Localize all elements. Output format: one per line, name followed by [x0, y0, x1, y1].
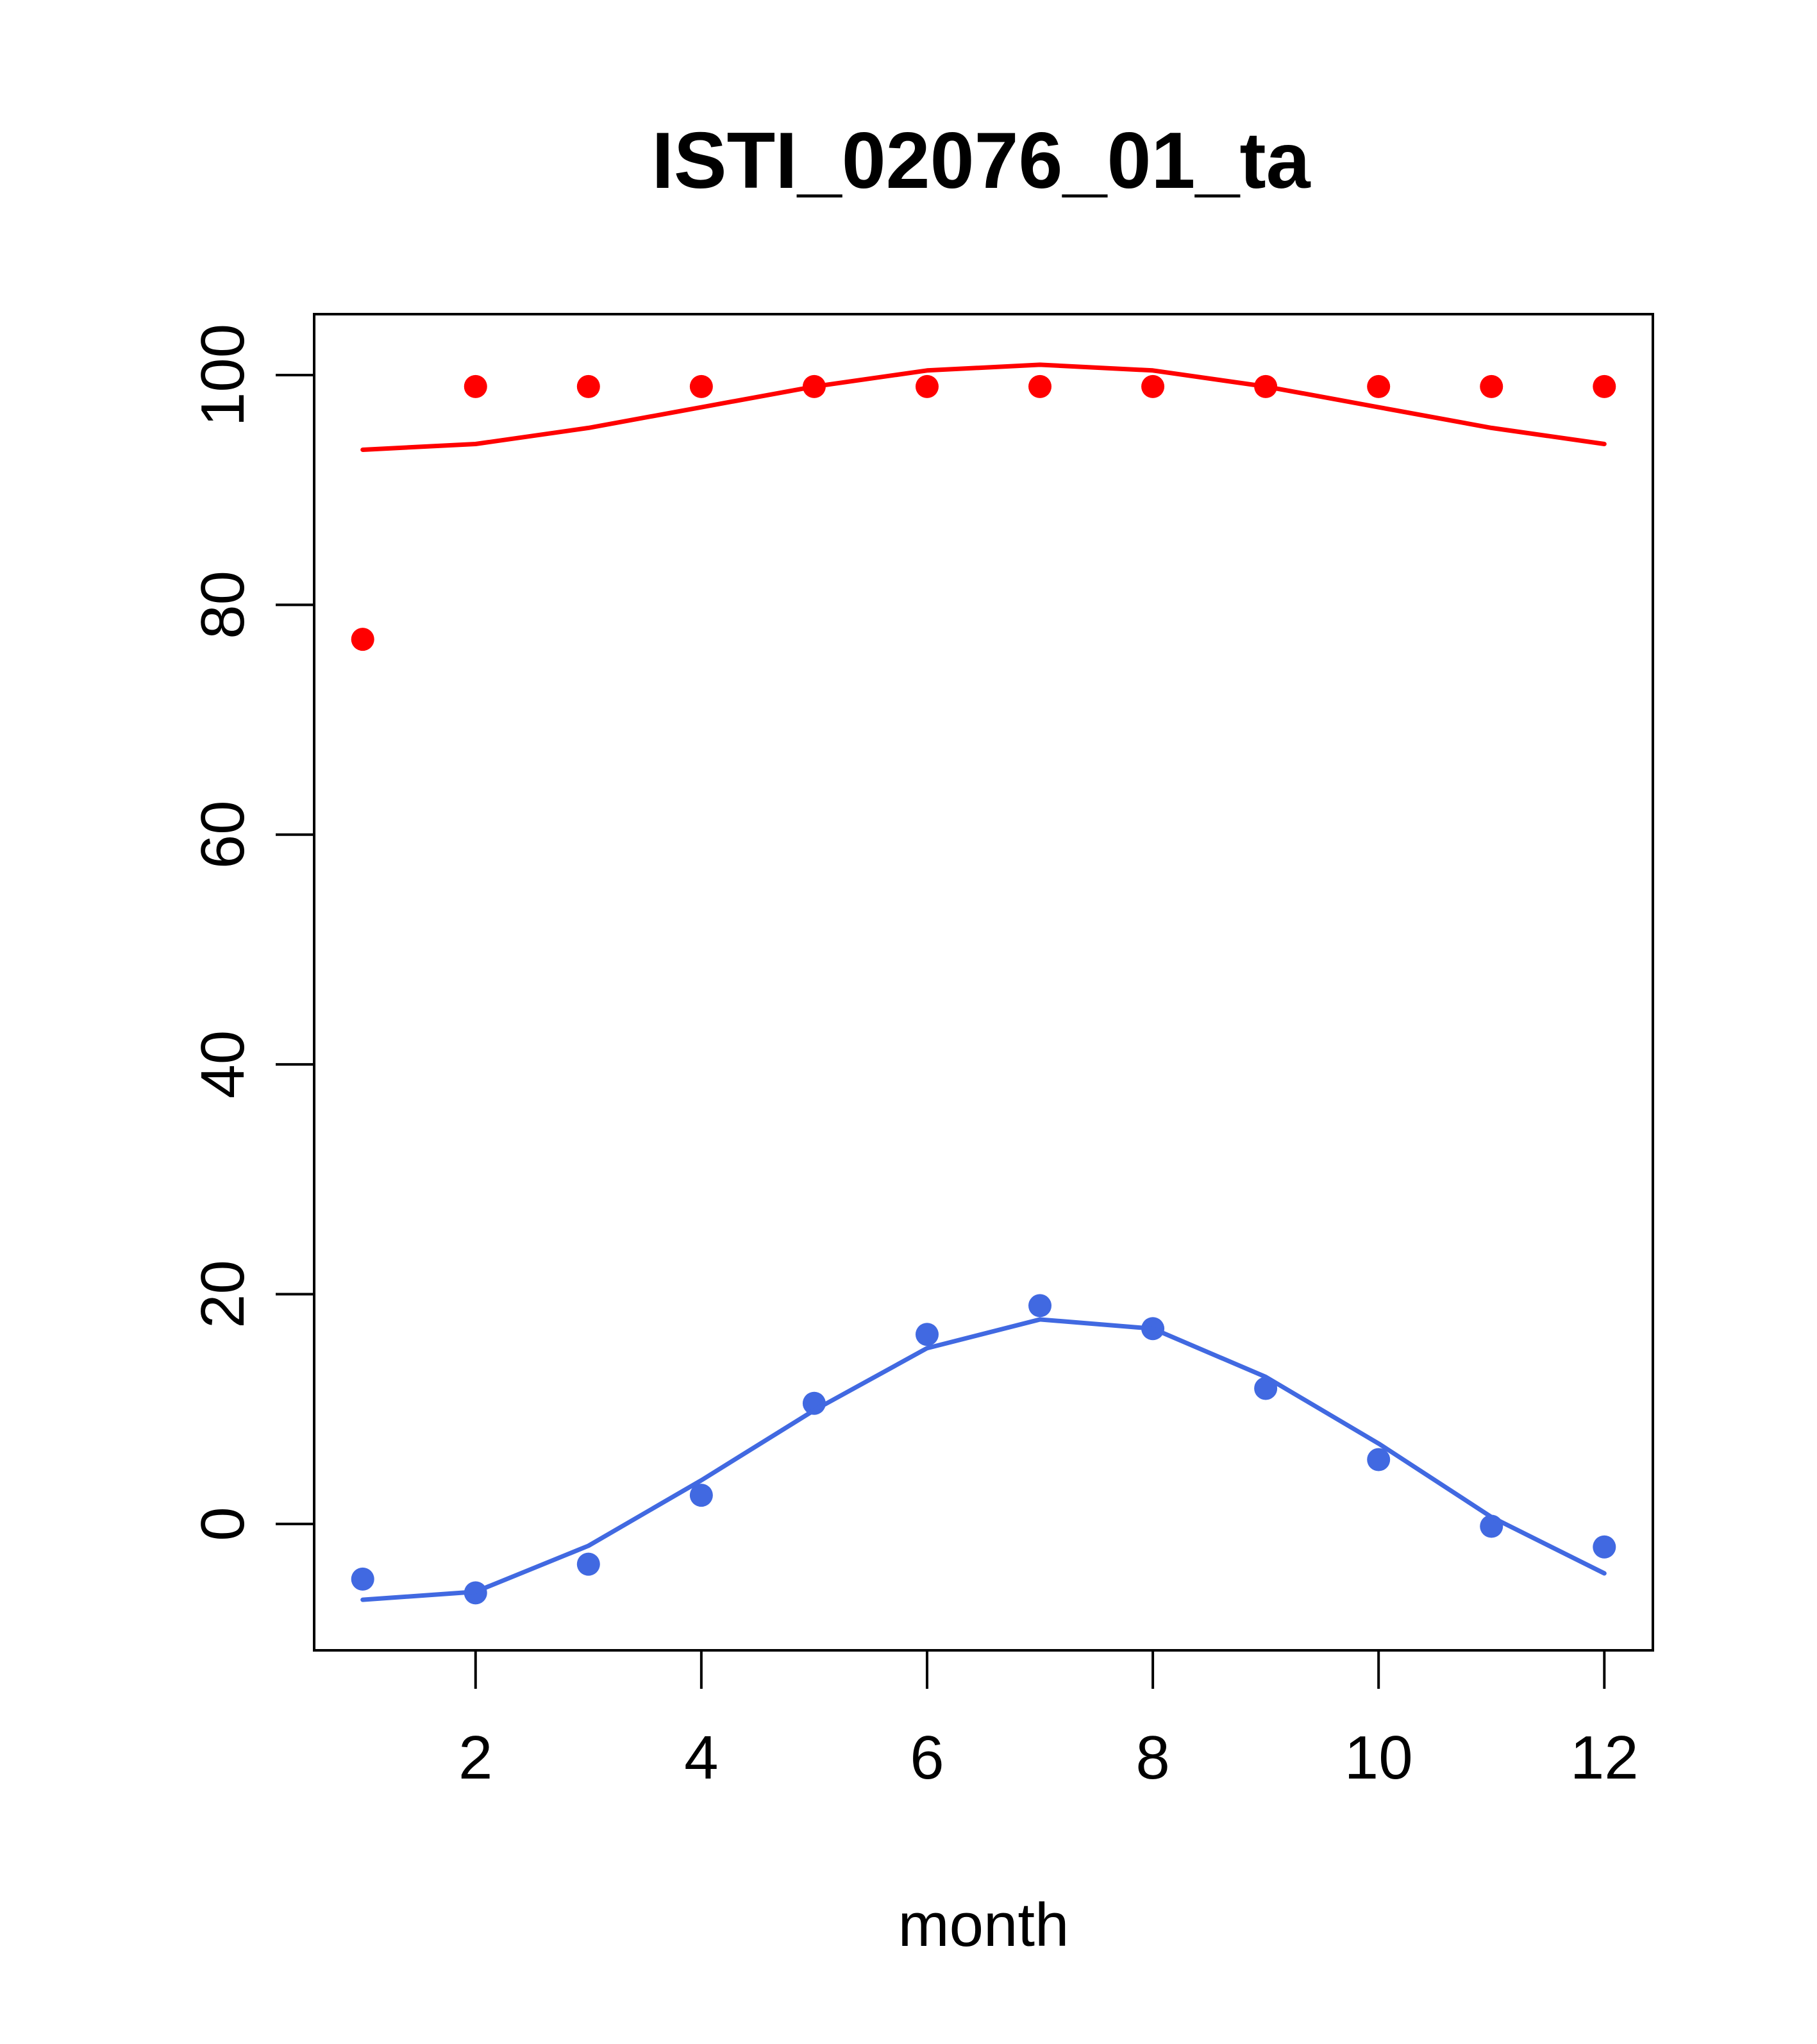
upper-points-point	[915, 374, 939, 398]
y-tick-label: 20	[188, 1260, 257, 1328]
x-tick-label: 6	[910, 1723, 944, 1792]
upper-line-path	[360, 362, 1607, 452]
upper-points-point	[1367, 374, 1391, 398]
upper-points-point	[576, 374, 600, 398]
lower-points-point	[1028, 1294, 1052, 1318]
upper-points-point	[1593, 374, 1616, 398]
x-tick-label: 2	[458, 1723, 492, 1792]
x-axis-label: month	[898, 1891, 1069, 1959]
series-lower-points	[351, 1294, 1616, 1605]
lower-points-point	[915, 1323, 939, 1346]
upper-points-point	[689, 374, 713, 398]
x-tick-label: 4	[684, 1723, 718, 1792]
series-lower-line	[360, 1317, 1607, 1602]
series-upper-points	[351, 374, 1616, 651]
y-axis: 0 20 40 60 80 100	[188, 324, 315, 1541]
upper-points-point	[464, 374, 487, 398]
lower-points-point	[689, 1484, 713, 1507]
x-axis: 2 4 6 8 10 12	[458, 1649, 1639, 1792]
upper-points-point	[351, 628, 374, 651]
y-tick-label: 60	[188, 800, 257, 869]
lower-points-point	[1367, 1448, 1391, 1471]
upper-points-point	[1480, 374, 1503, 398]
y-tick-label: 100	[188, 324, 257, 426]
x-tick-label: 12	[1570, 1723, 1639, 1792]
y-tick-label: 80	[188, 571, 257, 639]
lower-points-point	[351, 1567, 374, 1591]
lower-points-point	[1593, 1535, 1616, 1559]
x-tick-label: 8	[1135, 1723, 1169, 1792]
upper-points-point	[1141, 374, 1165, 398]
chart-title: ISTI_02076_01_ta	[651, 117, 1310, 205]
y-tick-label: 40	[188, 1030, 257, 1099]
upper-points-point	[1028, 374, 1052, 398]
plot-frame	[313, 313, 1654, 1652]
y-tick-label: 0	[188, 1507, 257, 1541]
lower-points-point	[576, 1552, 600, 1576]
series-upper-line	[360, 362, 1607, 452]
lower-line-path	[360, 1317, 1607, 1602]
series-layer	[351, 362, 1616, 1605]
x-tick-label: 10	[1344, 1723, 1413, 1792]
